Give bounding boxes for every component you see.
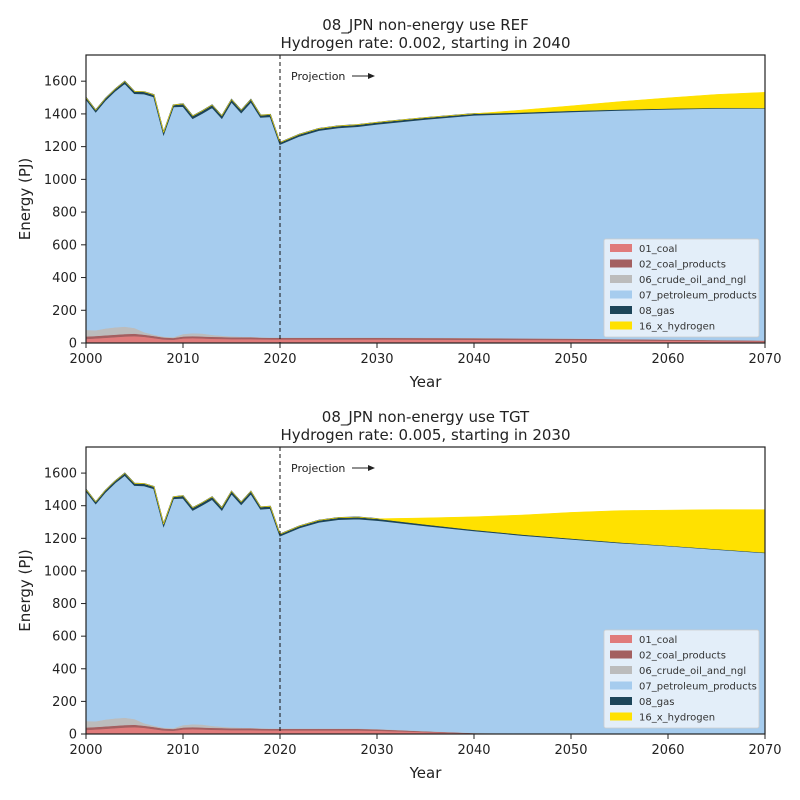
legend-label: 01_coal <box>639 244 677 255</box>
y-tick-label: 1600 <box>44 75 77 90</box>
legend-swatch <box>610 244 632 252</box>
legend-item: 07_petroleum_products <box>610 681 757 693</box>
plot-frame <box>85 446 766 735</box>
legend-label: 07_petroleum_products <box>639 682 757 693</box>
x-tick-label: 2030 <box>360 352 393 367</box>
legend-swatch <box>610 321 632 330</box>
plot-frame <box>85 54 766 344</box>
x-axis-label: Year <box>409 764 443 782</box>
legend-swatch <box>610 712 632 721</box>
chart-subtitle: Hydrogen rate: 0.002, starting in 2040 <box>280 34 570 52</box>
legend-swatch <box>610 697 632 705</box>
y-axis-label: Energy (PJ) <box>16 158 34 240</box>
y-tick-label: 400 <box>52 271 77 286</box>
legend-swatch <box>610 290 632 299</box>
x-tick-label: 2020 <box>263 352 296 367</box>
legend-label: 06_crude_oil_and_ngl <box>639 275 746 286</box>
legend-swatch <box>610 635 632 643</box>
y-tick-label: 1000 <box>44 173 77 188</box>
legend-label: 08_gas <box>639 697 674 708</box>
stacked-areas <box>86 80 765 343</box>
legend-label: 06_crude_oil_and_ngl <box>639 666 746 677</box>
legend-box <box>603 238 760 338</box>
y-tick-label: 1400 <box>44 107 77 122</box>
x-tick-label: 2030 <box>360 743 393 758</box>
y-tick-label: 1200 <box>44 532 77 547</box>
legend-item: 01_coal <box>610 244 677 255</box>
y-tick-label: 1000 <box>44 564 77 579</box>
legend-label: 07_petroleum_products <box>639 291 757 302</box>
stacked-areas <box>86 472 765 734</box>
y-tick-label: 200 <box>52 304 77 319</box>
legend-swatch <box>610 650 632 659</box>
legend-swatch <box>610 306 632 314</box>
y-tick-label: 600 <box>52 238 77 253</box>
projection-arrow-head <box>368 465 375 471</box>
projection-label: Projection <box>291 70 345 83</box>
legend-box <box>603 629 760 729</box>
legend-item: 02_coal_products <box>610 650 726 662</box>
legend-item: 08_gas <box>610 697 674 708</box>
legend: 01_coal 02_coal_products 06_crude_oil_and_… <box>603 629 760 729</box>
area-16-x-hydrogen <box>86 472 765 553</box>
legend-label: 16_x_hydrogen <box>639 713 715 724</box>
y-tick-label: 400 <box>52 662 77 677</box>
x-tick-label: 2000 <box>69 352 102 367</box>
legend-label: 02_coal_products <box>639 651 726 662</box>
y-tick-label: 800 <box>52 597 77 612</box>
x-tick-label: 2000 <box>69 743 102 758</box>
legend-swatch <box>610 259 632 268</box>
legend-label: 02_coal_products <box>639 260 726 271</box>
x-tick-label: 2010 <box>166 352 199 367</box>
y-tick-label: 1400 <box>44 499 77 514</box>
chart-subtitle: Hydrogen rate: 0.005, starting in 2030 <box>280 426 570 444</box>
legend-item: 16_x_hydrogen <box>610 321 715 333</box>
y-tick-label: 200 <box>52 695 77 710</box>
x-tick-label: 2050 <box>554 352 587 367</box>
y-tick-label: 0 <box>69 728 77 743</box>
legend-label: 08_gas <box>639 306 674 317</box>
x-tick-label: 2050 <box>554 743 587 758</box>
area-16-x-hydrogen <box>86 81 765 143</box>
y-axis-label: Energy (PJ) <box>16 549 34 631</box>
x-tick-label: 2040 <box>457 352 490 367</box>
projection-label: Projection <box>291 462 345 475</box>
x-axis-label: Year <box>409 373 443 391</box>
y-tick-label: 1200 <box>44 140 77 155</box>
legend-item: 16_x_hydrogen <box>610 712 715 724</box>
legend-item: 01_coal <box>610 635 677 646</box>
x-tick-label: 2060 <box>651 743 684 758</box>
x-tick-label: 2070 <box>748 352 781 367</box>
legend-item: 06_crude_oil_and_ngl <box>610 275 746 286</box>
y-tick-label: 800 <box>52 206 77 221</box>
y-tick-label: 600 <box>52 630 77 645</box>
legend-swatch <box>610 681 632 690</box>
legend-item: 07_petroleum_products <box>610 290 757 302</box>
legend-swatch <box>610 666 632 674</box>
legend-label: 16_x_hydrogen <box>639 322 715 333</box>
chart-title: 08_JPN non-energy use TGT <box>322 408 530 427</box>
x-tick-label: 2040 <box>457 743 490 758</box>
x-tick-label: 2060 <box>651 352 684 367</box>
legend: 01_coal 02_coal_products 06_crude_oil_and_… <box>603 238 760 338</box>
legend-item: 02_coal_products <box>610 259 726 271</box>
projection-arrow-head <box>368 73 375 79</box>
y-tick-label: 1600 <box>44 467 77 482</box>
x-tick-label: 2010 <box>166 743 199 758</box>
legend-item: 08_gas <box>610 306 674 317</box>
legend-item: 06_crude_oil_and_ngl <box>610 666 746 677</box>
y-tick-label: 0 <box>69 337 77 352</box>
x-tick-label: 2070 <box>748 743 781 758</box>
legend-swatch <box>610 275 632 283</box>
x-tick-label: 2020 <box>263 743 296 758</box>
legend-label: 01_coal <box>639 635 677 646</box>
chart-title: 08_JPN non-energy use REF <box>322 16 529 35</box>
